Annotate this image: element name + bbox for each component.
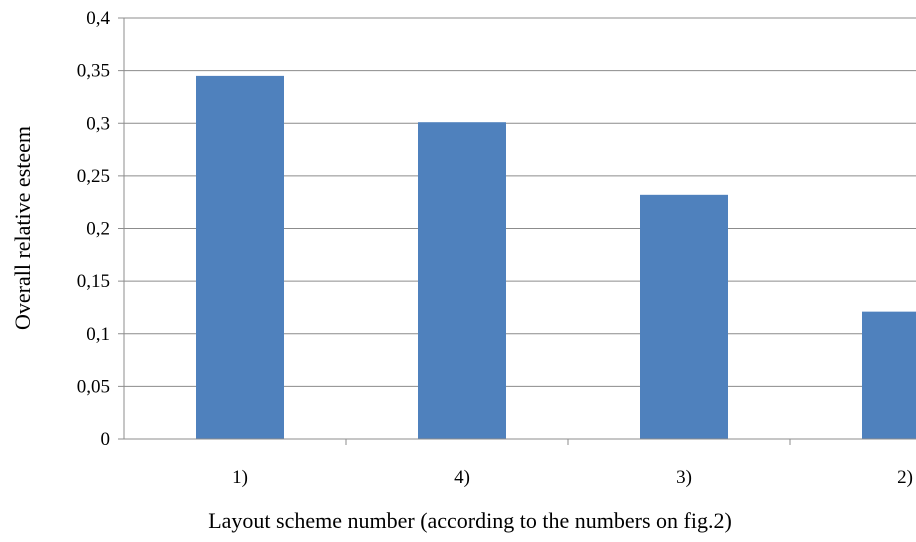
y-tick-label: 0,2 [86, 219, 110, 240]
y-tick-label: 0,3 [86, 113, 110, 134]
x-tick-label: 2) [897, 467, 913, 488]
bar-1 [196, 75, 284, 439]
y-tick-label: 0,25 [77, 166, 110, 187]
y-tick-label: 0,05 [77, 376, 110, 397]
y-tick-label: 0,35 [77, 61, 110, 82]
bar-2 [418, 122, 506, 439]
x-tick-labels: 1) 4) 3) 2) [232, 439, 913, 488]
bar-3 [640, 194, 728, 439]
x-tick-label: 1) [232, 467, 248, 488]
y-axis-title: Overall relative esteem [10, 126, 35, 330]
bars [196, 75, 916, 439]
y-tick-label: 0,1 [86, 324, 110, 345]
bar-4 [862, 311, 916, 439]
y-tick-label: 0 [101, 429, 111, 450]
x-tick-label: 4) [454, 467, 470, 488]
y-tick-labels: 0 0,05 0,1 0,15 0,2 0,25 0,3 0,35 0,4 [77, 8, 111, 450]
x-tick-label: 3) [676, 467, 692, 488]
x-axis-title: Layout scheme number (according to the n… [208, 508, 732, 533]
y-tick-label: 0,15 [77, 271, 110, 292]
y-tick-label: 0,4 [86, 8, 110, 29]
